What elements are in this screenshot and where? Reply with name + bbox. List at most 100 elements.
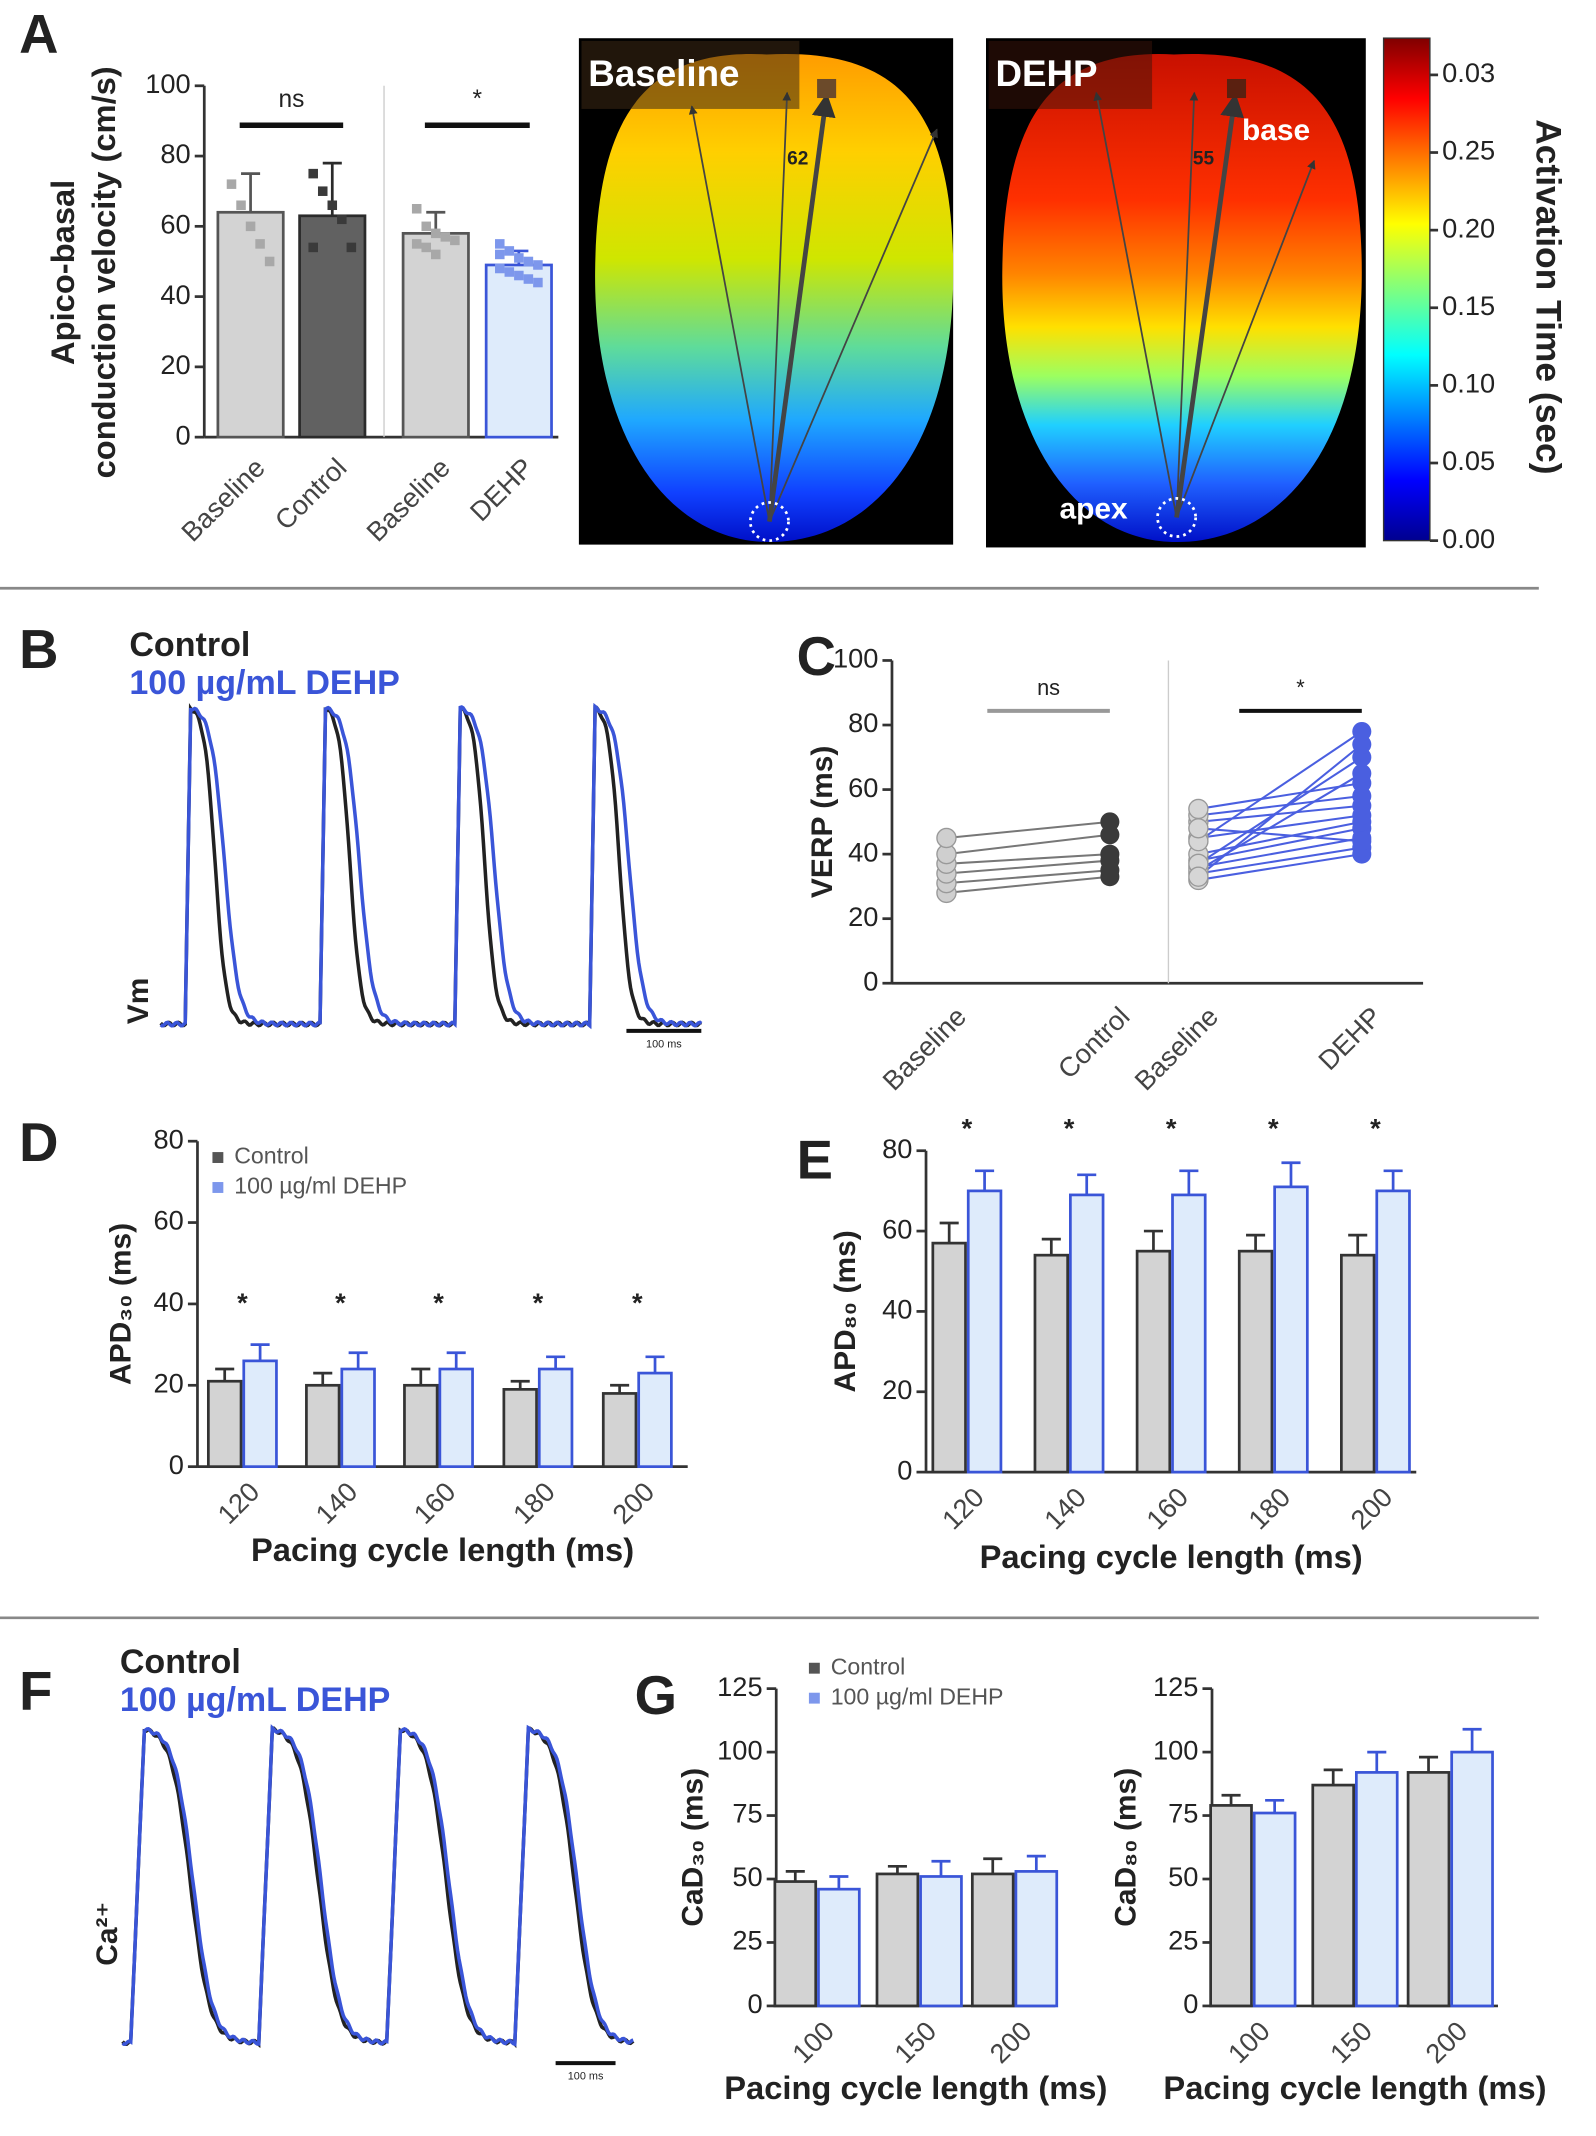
data-point (936, 827, 957, 849)
legend-marker (212, 1152, 224, 1163)
y-tick-label: 60 (160, 209, 190, 240)
y-tick-label: 20 (848, 901, 878, 932)
data-point (264, 256, 275, 267)
legend-marker (808, 1662, 820, 1674)
x-axis-label: Pacing cycle length (ms) (1163, 2069, 1546, 2106)
data-point (514, 270, 524, 281)
y-tick-label: 75 (1168, 1798, 1198, 1829)
pair-line (946, 853, 1110, 865)
data-point (1352, 831, 1372, 851)
colorbar-title: Activation Time (sec) (1528, 119, 1568, 474)
x-tick-label: 140 (309, 1476, 363, 1530)
panel-letter: E (797, 1130, 833, 1191)
y-tick-label: 125 (717, 1671, 762, 1702)
y-tick-label: 0 (176, 419, 191, 450)
map-annotation: 55 (1193, 148, 1215, 169)
x-axis-label: Pacing cycle length (ms) (251, 1531, 634, 1568)
colorbar-tick-label: 0.15 (1442, 290, 1495, 321)
y-tick-label: 40 (154, 1286, 184, 1317)
x-axis-label: Pacing cycle length (ms) (980, 1538, 1363, 1575)
x-tick-label: 120 (936, 1481, 990, 1535)
y-tick-label: 60 (154, 1205, 184, 1236)
y-tick-label: 40 (848, 836, 878, 867)
bar (242, 1359, 278, 1469)
data-point (421, 221, 432, 232)
y-tick-label: 80 (882, 1133, 912, 1164)
bar (401, 231, 470, 439)
data-point (523, 274, 534, 284)
y-tick-label: 100 (1153, 1734, 1198, 1765)
data-point (1188, 866, 1209, 887)
pair-line (1198, 782, 1362, 810)
y-tick-label: 0 (169, 1449, 184, 1480)
y-tick-label: 50 (1168, 1861, 1198, 1892)
map-label: DEHP (995, 53, 1097, 94)
data-point (245, 221, 256, 232)
significance-label: * (632, 1287, 643, 1318)
y-axis-label: CaD₈₀ (ms) (1109, 1768, 1142, 1927)
significance-label: * (1296, 675, 1305, 700)
x-tick-label: 150 (1324, 2015, 1378, 2069)
y-tick-label: 80 (154, 1123, 184, 1154)
x-tick-label: Baseline (175, 452, 271, 548)
data-point (504, 267, 515, 277)
scale-label: 100 ms (646, 1038, 682, 1050)
data-point (1352, 721, 1372, 742)
y-tick-label: 20 (882, 1374, 912, 1405)
x-tick-label: 100 (1222, 2015, 1276, 2069)
data-point (533, 260, 543, 270)
data-point (1352, 763, 1372, 783)
panel-letter: G (635, 1665, 677, 1726)
bar (970, 1872, 1015, 2008)
bar (1014, 1870, 1059, 2008)
data-point (1100, 812, 1120, 832)
pair-line (1198, 814, 1362, 839)
x-tick-label: 200 (1419, 2015, 1473, 2069)
x-tick-label: 200 (983, 2015, 1037, 2069)
pair-line (1198, 804, 1362, 823)
y-axis-label: VERP (ms) (806, 746, 839, 899)
legend-label: Control (129, 626, 250, 664)
data-point (523, 256, 534, 267)
data-point (411, 203, 422, 214)
colorbar (1382, 37, 1431, 542)
scale-label: 100 ms (568, 2071, 604, 2083)
bar (1340, 1253, 1376, 1474)
data-point (411, 239, 422, 249)
x-tick-label: 200 (1344, 1481, 1398, 1535)
data-point (308, 242, 318, 253)
pair-line (946, 833, 1110, 856)
bar (1069, 1193, 1105, 1474)
data-point (317, 186, 328, 196)
panel-letter: C (797, 626, 836, 687)
data-point (533, 277, 543, 288)
y-tick-label: 75 (732, 1798, 762, 1829)
data-point (440, 232, 451, 242)
y-tick-label: 0 (747, 1988, 762, 2019)
bar (773, 1880, 818, 2008)
x-tick-label: Control (269, 452, 353, 536)
x-tick-label: DEHP (464, 452, 539, 527)
bar (1171, 1193, 1207, 1474)
pair-line (946, 875, 1110, 894)
y-tick-label: 20 (154, 1367, 184, 1398)
x-tick-label: DEHP (1312, 1001, 1387, 1076)
y-tick-label: 100 (145, 68, 190, 99)
x-tick-label: 200 (606, 1476, 660, 1530)
bar (484, 263, 553, 439)
x-axis-label: Pacing cycle length (ms) (724, 2069, 1107, 2106)
map-label: Baseline (588, 53, 739, 94)
bar (919, 1875, 963, 2008)
y-tick-label: 40 (882, 1294, 912, 1325)
data-point (431, 249, 441, 260)
colorbar-tick-label: 0.20 (1442, 212, 1495, 243)
bar (1237, 1249, 1274, 1474)
colorbar-tick-label: 0.10 (1442, 368, 1495, 399)
pair-line (1198, 836, 1362, 869)
y-tick-label: 80 (848, 707, 878, 738)
legend-label: 100 µg/ml DEHP (831, 1683, 1004, 1709)
colorbar-tick-label: 0.00 (1442, 523, 1495, 554)
data-point (495, 263, 505, 274)
data-point (308, 168, 318, 179)
y-axis-label: Apico-basal (44, 180, 81, 365)
